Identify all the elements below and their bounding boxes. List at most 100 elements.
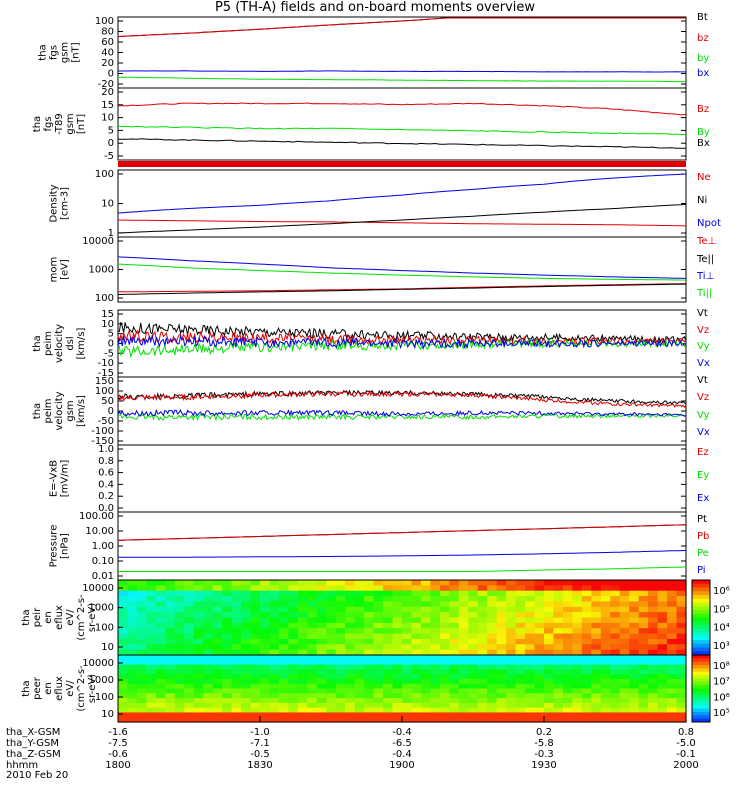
heatmap-cell	[118, 707, 129, 714]
heatmap-cell	[619, 659, 630, 666]
heatmap-cell	[269, 606, 280, 613]
heatmap-cell	[610, 698, 621, 704]
heatmap-cell	[278, 717, 289, 723]
heatmap-cell	[534, 622, 545, 629]
heatmap-cell	[354, 659, 365, 666]
heatmap-cell	[477, 655, 488, 661]
heatmap-cell	[345, 717, 356, 723]
heatmap-cell	[449, 638, 460, 645]
heatmap-cell	[335, 712, 346, 718]
heatmap-cell	[335, 649, 346, 656]
heatmap-cell	[345, 664, 356, 670]
heatmap-cell	[278, 596, 289, 603]
heatmap-cell	[591, 674, 602, 680]
heatmap-cell	[534, 617, 545, 624]
heatmap-cell	[572, 628, 583, 635]
heatmap-cell	[572, 659, 583, 666]
heatmap-cell	[667, 655, 678, 661]
heatmap-cell	[127, 674, 138, 680]
heatmap-cell	[629, 669, 640, 675]
heatmap-cell	[364, 612, 375, 619]
heatmap-cell	[572, 674, 583, 680]
heatmap-cell	[288, 678, 299, 685]
heatmap-cell	[667, 644, 678, 651]
heatmap-cell	[648, 606, 659, 613]
heatmap-cell	[629, 580, 640, 586]
heatmap-cell	[392, 606, 403, 613]
heatmap-cell	[439, 585, 450, 592]
heatmap-cell	[553, 678, 564, 685]
heatmap-cell	[184, 693, 195, 699]
heatmap-cell	[193, 649, 204, 656]
heatmap-cell	[203, 693, 214, 699]
heatmap-cell	[648, 601, 659, 608]
heatmap-cell	[411, 638, 422, 645]
heatmap-cell	[411, 693, 422, 699]
heatmap-cell	[165, 596, 176, 603]
heatmap-cell	[260, 693, 271, 699]
heatmap-cell	[118, 693, 129, 699]
heatmap-cell	[667, 688, 678, 694]
heatmap-cell	[373, 659, 384, 666]
heatmap-cell	[515, 585, 526, 592]
colorbar-cell	[692, 671, 710, 676]
heatmap-cell	[165, 628, 176, 635]
heatmap-cell	[307, 669, 318, 675]
legend-By: By	[697, 127, 710, 138]
heatmap-cell	[326, 659, 337, 666]
heatmap-cell	[316, 688, 327, 694]
heatmap-cell	[553, 712, 564, 718]
heatmap-cell	[269, 601, 280, 608]
heatmap-cell	[335, 601, 346, 608]
heatmap-cell	[184, 678, 195, 685]
heatmap-cell	[146, 596, 157, 603]
heatmap-cell	[439, 622, 450, 629]
heatmap-cell	[297, 617, 308, 624]
heatmap-cell	[629, 622, 640, 629]
heatmap-cell	[212, 707, 223, 714]
heatmap-cell	[127, 669, 138, 675]
heatmap-cell	[553, 644, 564, 651]
heatmap-cell	[155, 585, 166, 592]
heatmap-cell	[383, 683, 394, 690]
heatmap-cell	[165, 688, 176, 694]
heatmap-cell	[420, 659, 431, 666]
heatmap-cell	[449, 712, 460, 718]
heatmap-cell	[184, 702, 195, 709]
heatmap-cell	[241, 590, 252, 597]
heatmap-cell	[477, 622, 488, 629]
heatmap-cell	[487, 669, 498, 675]
legend-Bt: Bt	[697, 12, 708, 23]
heatmap-cell	[487, 596, 498, 603]
heatmap-cell	[667, 669, 678, 675]
heatmap-cell	[544, 590, 555, 597]
heatmap-cell	[506, 707, 517, 714]
heatmap-cell	[269, 674, 280, 680]
heatmap-cell	[402, 664, 413, 670]
heatmap-cell	[600, 612, 611, 619]
heatmap-cell	[449, 669, 460, 675]
heatmap-cell	[307, 622, 318, 629]
heatmap-cell	[222, 585, 233, 592]
heatmap-cell	[316, 638, 327, 645]
heatmap-cell	[402, 702, 413, 709]
heatmap-cell	[118, 628, 129, 635]
heatmap-cell	[316, 649, 327, 656]
heatmap-cell	[600, 590, 611, 597]
heatmap-cell	[515, 669, 526, 675]
heatmap-cell	[193, 655, 204, 661]
heatmap-cell	[506, 612, 517, 619]
colorbar-cell	[692, 587, 710, 592]
heatmap-cell	[402, 712, 413, 718]
heatmap-cell	[525, 644, 536, 651]
heatmap-cell	[269, 585, 280, 592]
heatmap-cell	[326, 633, 337, 640]
panel-frame	[117, 169, 687, 238]
heatmap-cell	[241, 585, 252, 592]
heatmap-cell	[364, 693, 375, 699]
heatmap-cell	[155, 633, 166, 640]
heatmap-cell	[420, 712, 431, 718]
x-tick-label: -0.4	[392, 749, 412, 760]
heatmap-cell	[506, 628, 517, 635]
y-tick-label: -5	[104, 151, 114, 162]
